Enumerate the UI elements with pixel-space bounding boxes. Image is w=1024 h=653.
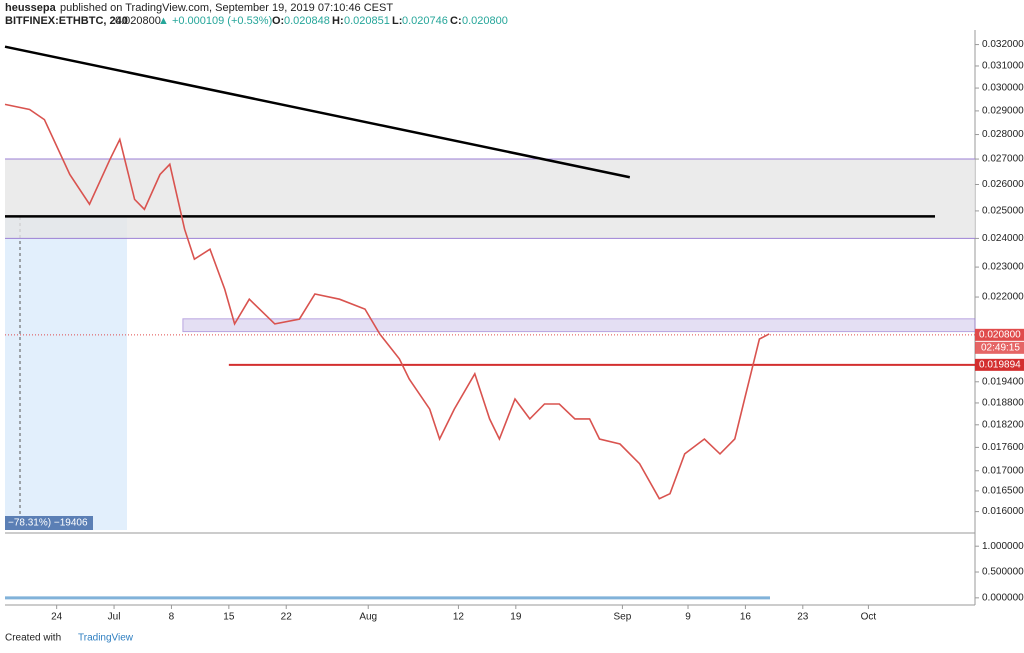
h: 0.020851 (344, 15, 390, 27)
x-tick-label: 8 (169, 612, 175, 623)
x-tick-label: 24 (51, 612, 63, 623)
annotation-bg (5, 516, 93, 530)
y-tick-label: 0.018800 (982, 398, 1024, 409)
author: heussepa (5, 2, 57, 14)
y-tick-label: 0.027000 (982, 154, 1024, 165)
support-tag (975, 358, 1024, 371)
x-tick-label: Aug (359, 612, 377, 623)
footer-brand: TradingView (78, 633, 134, 644)
y-tick-label: 0.018200 (982, 419, 1024, 430)
y-tick-label: 0.030000 (982, 83, 1024, 94)
price: 0.020800 (115, 15, 161, 27)
x-tick-label: 9 (685, 612, 691, 623)
last-price-tag (975, 328, 1024, 341)
footer-created: Created with (5, 633, 61, 644)
measure-range (5, 217, 127, 530)
trend-line (4, 45, 631, 179)
published: published on TradingView.com, September … (60, 2, 393, 14)
o: 0.020848 (284, 15, 330, 27)
x-tick-label: Jul (108, 612, 121, 623)
y-tick-label: 0.032000 (982, 39, 1024, 50)
c: 0.020800 (462, 15, 508, 27)
x-tick-label: 16 (740, 612, 752, 623)
o-label: O: (272, 15, 284, 27)
change: ▲ +0.000109 (+0.53%) (158, 15, 272, 27)
countdown: 02:49:15 (981, 342, 1020, 353)
y-tick-label: 0.031000 (982, 61, 1024, 72)
l-label: L: (392, 15, 402, 27)
y-tick-label: 0.016500 (982, 486, 1024, 497)
x-tick-label: 12 (453, 612, 465, 623)
y-tick-label: 0.028000 (982, 129, 1024, 140)
y-tick-label: 0.016000 (982, 506, 1024, 517)
x-tick-label: 22 (281, 612, 293, 623)
x-tick-label: 23 (797, 612, 809, 623)
last-price-label: 0.020800 (979, 329, 1021, 340)
y-tick-label: 0.022000 (982, 292, 1024, 303)
x-tick-label: Sep (614, 612, 632, 623)
y-tick-label: 0.025000 (982, 206, 1024, 217)
countdown-tag (975, 341, 1024, 354)
symbol: BITFINEX:ETHBTC, 240 (5, 15, 128, 27)
y-tick-label: 0.017600 (982, 442, 1024, 453)
y-tick-label: 0.026000 (982, 179, 1024, 190)
y-tick-label: 0.023000 (982, 262, 1024, 273)
zone (5, 159, 975, 239)
osc-tick-label: 0.500000 (982, 567, 1024, 578)
x-tick-label: 15 (223, 612, 235, 623)
x-tick-label: Oct (861, 612, 877, 623)
box (182, 318, 976, 333)
y-tick-label: 0.029000 (982, 106, 1024, 117)
osc-tick-label: 0.000000 (982, 592, 1024, 603)
h-label: H: (332, 15, 344, 27)
x-tick-label: 19 (510, 612, 522, 623)
y-tick-label: 0.019400 (982, 376, 1024, 387)
annotation: −78.31%) −19406 (8, 518, 88, 529)
y-tick-label: 0.017000 (982, 465, 1024, 476)
osc-tick-label: 1.000000 (982, 541, 1024, 552)
price-line (4, 103, 770, 500)
l: 0.020746 (402, 15, 448, 27)
y-tick-label: 0.024000 (982, 233, 1024, 244)
support-label: 0.019894 (979, 359, 1021, 370)
c-label: C: (450, 15, 462, 27)
